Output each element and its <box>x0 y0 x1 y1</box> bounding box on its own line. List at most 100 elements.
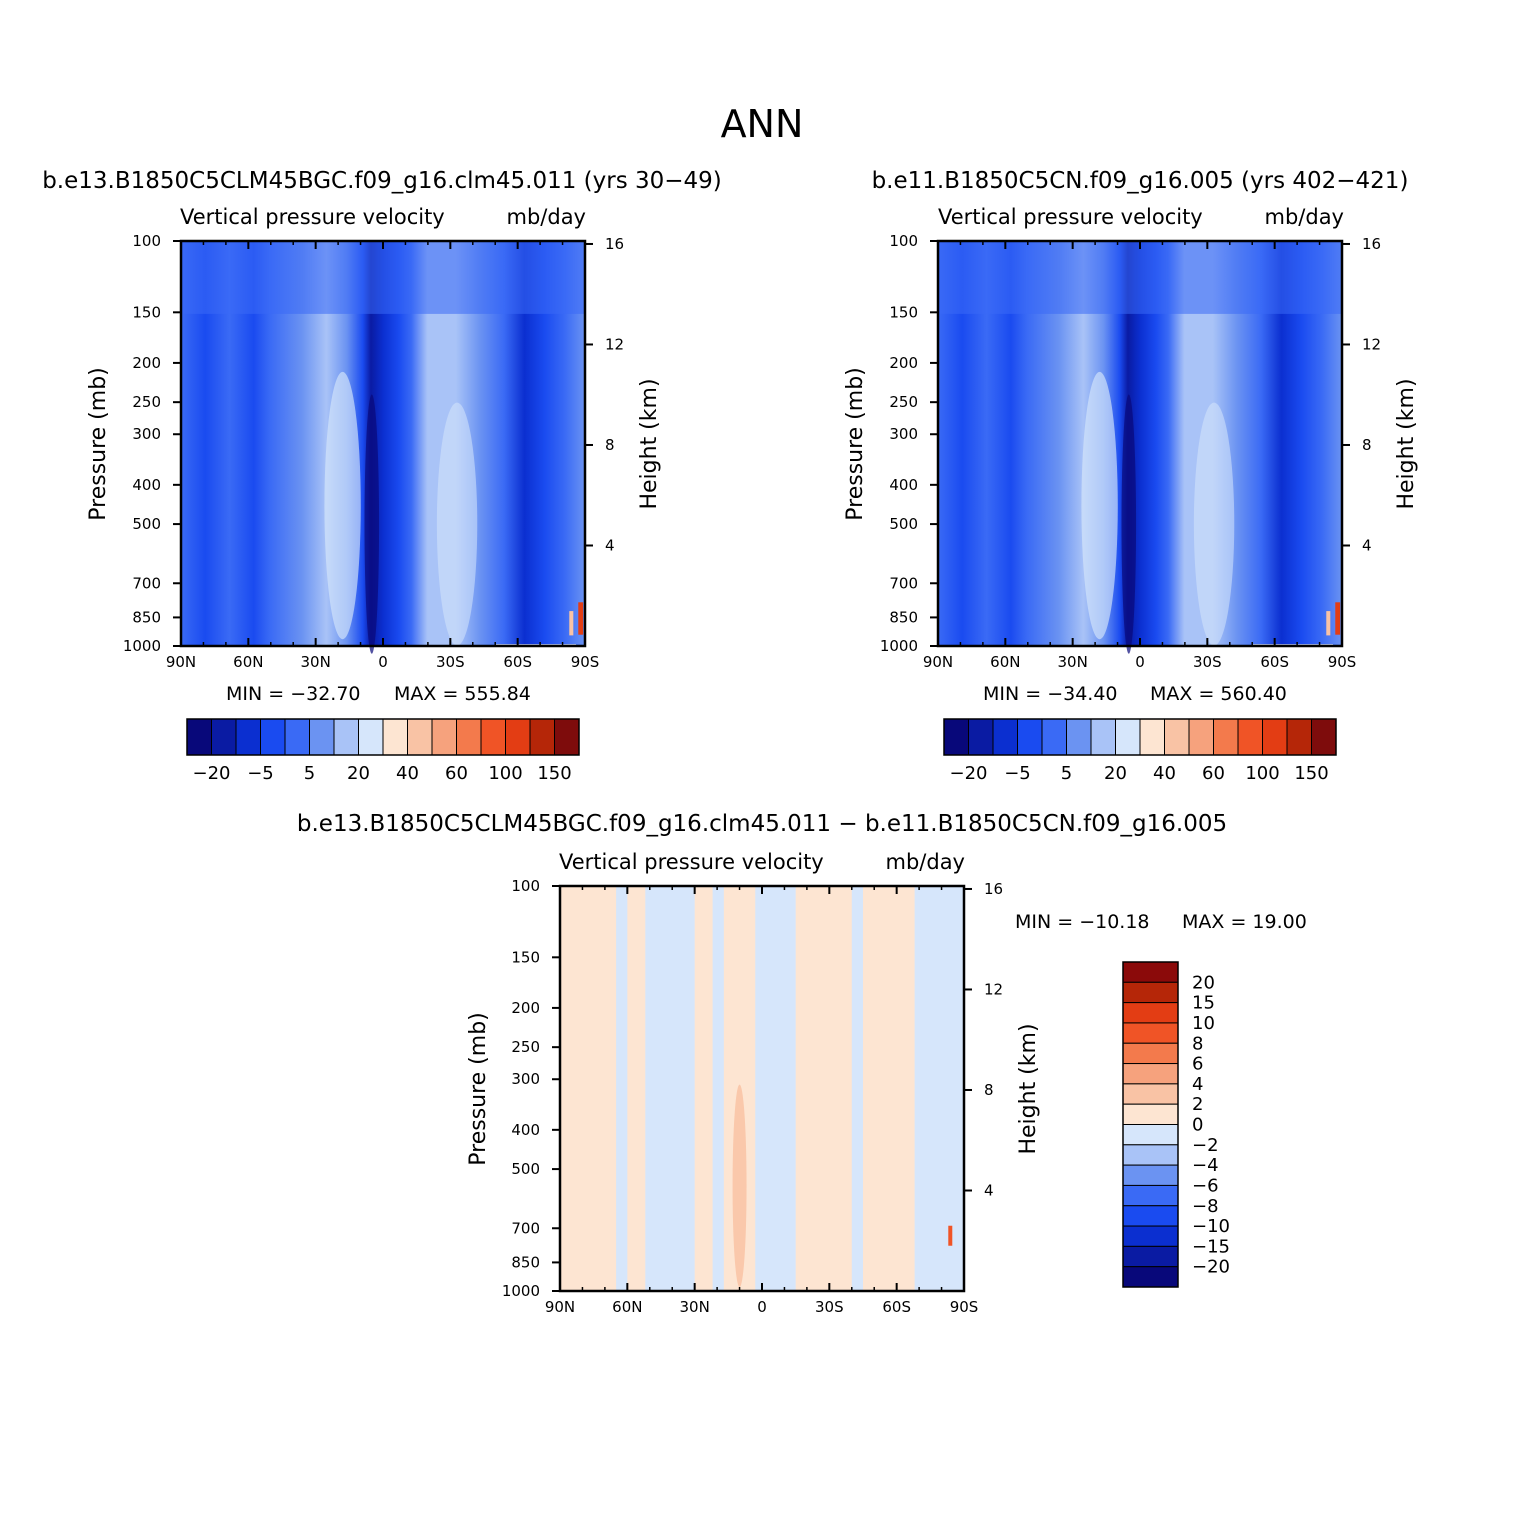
panel-3-units: mb/day <box>886 850 966 874</box>
colorbar-label: 5 <box>1061 763 1072 784</box>
panel-1-max: MAX = 555.84 <box>394 683 531 705</box>
panel-1-ylabel: Pressure (mb) <box>86 367 111 521</box>
field-core-eq <box>364 394 380 654</box>
colorbar-box <box>358 718 384 756</box>
field-upper-band <box>938 241 1342 314</box>
colorbar-label: 20 <box>347 763 370 784</box>
x-tick-label: 30S <box>1193 653 1222 671</box>
colorbar-label: 10 <box>1192 1013 1215 1034</box>
y2-tick-label: 16 <box>605 235 624 253</box>
colorbar-label: −20 <box>193 763 231 784</box>
x-tick-label: 60N <box>990 653 1020 671</box>
colorbar-frame <box>1122 961 1179 1288</box>
field-positive-band-0 <box>560 886 617 1291</box>
x-tick-label: 90S <box>1328 653 1357 671</box>
colorbar-box <box>1115 718 1141 756</box>
y-tick-label: 150 <box>132 303 161 321</box>
x-tick-label: 0 <box>1135 653 1145 671</box>
x-tick-label: 60S <box>882 1298 911 1316</box>
colorbar-label: −10 <box>1192 1216 1230 1237</box>
colorbar-box <box>1122 1083 1179 1105</box>
field-positive-band-5 <box>863 886 915 1291</box>
x-tick-label: 90N <box>545 1298 575 1316</box>
colorbar-label: 60 <box>1202 763 1225 784</box>
panel-3-variable: Vertical pressure velocity <box>559 850 824 874</box>
field-core-nh <box>1081 371 1118 640</box>
colorbar-box <box>211 718 237 756</box>
colorbar-box <box>1122 1103 1179 1125</box>
panel-2-units: mb/day <box>1265 205 1345 229</box>
colorbar-box <box>260 718 286 756</box>
colorbar-label: 4 <box>1192 1074 1203 1095</box>
colorbar-box <box>456 718 482 756</box>
colorbar-label: −20 <box>1192 1257 1230 1278</box>
colorbar-box <box>943 718 969 756</box>
y-tick-label: 100 <box>511 877 540 895</box>
field-core-sh <box>1193 402 1235 646</box>
y-tick-label: 850 <box>132 608 161 626</box>
colorbar-label: 40 <box>1153 763 1176 784</box>
colorbar-box <box>554 718 580 756</box>
panel-1-title: b.e13.B1850C5CLM45BGC.f09_g16.clm45.011 … <box>42 168 722 194</box>
colorbar-box <box>1122 1164 1179 1186</box>
panel-1-field <box>181 241 585 654</box>
colorbar-box <box>1122 1002 1179 1024</box>
y-tick-label: 850 <box>511 1253 540 1271</box>
colorbar-box <box>1122 1205 1179 1227</box>
colorbar-label: −15 <box>1192 1236 1230 1257</box>
y2-tick-label: 4 <box>605 536 615 554</box>
colorbar-box <box>186 718 212 756</box>
panel-2-colorbar: −20 −5 5 20 40 60 100 150 <box>943 718 1337 784</box>
y-tick-label: 500 <box>511 1160 540 1178</box>
panel-3-ylabel: Pressure (mb) <box>466 1012 491 1166</box>
colorbar-box <box>1122 1266 1179 1288</box>
colorbar-box <box>309 718 335 756</box>
y-tick-label: 150 <box>889 303 918 321</box>
colorbar-box <box>431 718 457 756</box>
colorbar-box <box>1122 1184 1179 1207</box>
colorbar-box <box>1066 718 1092 756</box>
y-tick-label: 700 <box>889 574 918 592</box>
colorbar-box <box>1122 1042 1179 1065</box>
y2-tick-label: 8 <box>1362 436 1372 454</box>
colorbar-box <box>1122 1245 1179 1268</box>
panel-2-ylabel: Pressure (mb) <box>843 367 868 521</box>
colorbar-label: 40 <box>396 763 419 784</box>
colorbar-label: 20 <box>1192 972 1215 993</box>
colorbar-box <box>1311 718 1337 756</box>
panel-3-min: MIN = −10.18 <box>1015 911 1150 933</box>
colorbar-box <box>1139 718 1165 756</box>
y-tick-label: 1000 <box>880 637 918 655</box>
colorbar-label: 15 <box>1192 993 1215 1014</box>
colorbar-box <box>235 718 261 756</box>
field-core-nh <box>324 371 361 640</box>
colorbar-label: 100 <box>1245 763 1279 784</box>
x-tick-label: 90S <box>571 653 600 671</box>
x-tick-label: 90S <box>950 1298 979 1316</box>
field-polar-warm <box>578 602 584 635</box>
y2-tick-label: 16 <box>984 880 1003 898</box>
y2-tick-label: 12 <box>1362 335 1381 353</box>
colorbar-box <box>992 718 1018 756</box>
x-tick-label: 60S <box>1260 653 1289 671</box>
field-polar-pink <box>569 611 574 636</box>
x-tick-label: 60S <box>503 653 532 671</box>
panel-1: b.e13.B1850C5CLM45BGC.f09_g16.clm45.011 … <box>42 168 722 784</box>
y-tick-label: 100 <box>889 232 918 250</box>
colorbar-label: −5 <box>247 763 274 784</box>
y2-tick-label: 4 <box>1362 536 1372 554</box>
y-tick-label: 250 <box>132 393 161 411</box>
x-tick-label: 30S <box>436 653 465 671</box>
field-polar-warm <box>948 1225 953 1246</box>
y-tick-label: 500 <box>889 515 918 533</box>
panel-1-y2label: Height (km) <box>637 378 662 509</box>
panel-1-min: MIN = −32.70 <box>226 683 361 705</box>
colorbar-label: 150 <box>1294 763 1328 784</box>
colorbar-label: 6 <box>1192 1054 1203 1075</box>
x-tick-label: 0 <box>378 653 388 671</box>
y-tick-label: 700 <box>511 1219 540 1237</box>
panel-3-axes: 90N 60N 30N 0 30S 60S 90S 100 150 200 250 300 400 500… <box>502 877 1003 1316</box>
colorbar-box <box>382 718 408 756</box>
colorbar-box <box>1262 718 1288 756</box>
